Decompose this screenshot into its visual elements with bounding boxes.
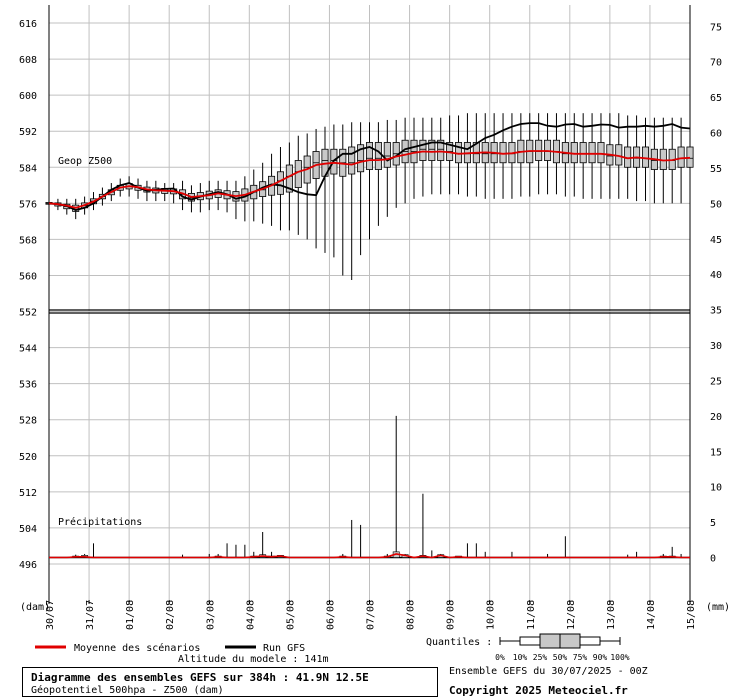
right-tick-label: 35 — [710, 306, 722, 317]
legend-run-label: Run GFS — [263, 643, 305, 654]
geop-box — [365, 142, 374, 170]
right-tick-label: 0 — [710, 554, 716, 565]
grid — [48, 5, 691, 600]
right-tick-label: 20 — [710, 412, 722, 423]
date-label: 09/08 — [446, 600, 457, 630]
geop-box — [570, 142, 578, 164]
right-tick-label: 55 — [710, 164, 722, 175]
copyright-label: Copyright 2025 Meteociel.fr — [449, 684, 628, 697]
geop-box — [641, 146, 650, 168]
date-label: 31/07 — [85, 600, 96, 630]
right-tick-label: 10 — [710, 483, 722, 494]
geop-box — [276, 171, 284, 195]
geop-box — [419, 139, 427, 161]
quantile-label: 100% — [610, 653, 629, 662]
series-lines — [48, 122, 691, 212]
date-label: 01/08 — [125, 600, 136, 630]
geop-box — [357, 144, 365, 173]
left-tick-label: 584 — [19, 163, 37, 174]
left-tick-label: 496 — [19, 560, 37, 571]
left-tick-label: 608 — [19, 55, 37, 66]
chart-subtitle: Géopotentiel 500hpa - Z500 (dam) — [31, 685, 224, 696]
precip-boxes — [49, 415, 691, 559]
geop-box — [428, 139, 436, 161]
geop-box — [348, 146, 356, 175]
quantile-label: 50% — [553, 653, 568, 662]
legend-quantiles-title: Quantiles : — [426, 637, 492, 648]
geop-box — [437, 139, 445, 161]
quantile-label: 0% — [495, 653, 505, 662]
left-tick-label: 600 — [19, 91, 37, 102]
left-tick-label: 592 — [19, 127, 37, 138]
left-tick-label: 568 — [19, 235, 37, 246]
date-label: 06/08 — [325, 600, 336, 630]
info-box: Diagramme des ensembles GEFS sur 384h : … — [22, 667, 438, 697]
left-tick-label: 528 — [19, 416, 37, 427]
mean-scenarios-line — [48, 150, 691, 209]
chart-title: Diagramme des ensembles GEFS sur 384h : … — [31, 671, 369, 684]
date-label: 05/08 — [285, 600, 296, 630]
quantile-label: 75% — [573, 653, 588, 662]
right-tick-label: 60 — [710, 129, 722, 140]
date-label: 12/08 — [566, 600, 577, 630]
date-label: 15/08 — [686, 600, 697, 630]
left-tick-label: 512 — [19, 488, 37, 499]
date-label: 13/08 — [606, 600, 617, 630]
left-tick-label: 520 — [19, 452, 37, 463]
legend: Moyenne des scénarios Run GFS Quantiles :0… — [35, 633, 630, 662]
date-label: 04/08 — [245, 600, 256, 630]
date-label: 08/08 — [406, 600, 417, 630]
quantile-label: 25% — [533, 653, 548, 662]
geop-box — [294, 160, 302, 188]
right-tick-label: 5 — [710, 518, 716, 529]
left-tick-label: 536 — [19, 380, 37, 391]
geop-box — [597, 142, 605, 164]
right-tick-label: 45 — [710, 235, 722, 246]
date-label: 11/08 — [526, 600, 537, 630]
right-tick-label: 30 — [710, 341, 722, 352]
right-tick-label: 65 — [710, 93, 722, 104]
quantile-label: 90% — [593, 653, 608, 662]
quantile-label: 10% — [513, 653, 528, 662]
date-label: 14/08 — [646, 600, 657, 630]
right-tick-label: 25 — [710, 376, 722, 387]
date-label: 07/08 — [366, 600, 377, 630]
geop-box — [499, 142, 507, 164]
axes — [48, 5, 691, 604]
right-tick-label: 40 — [710, 270, 722, 281]
legend-mean-label: Moyenne des scénarios — [74, 642, 200, 654]
left-tick-label: 504 — [19, 524, 37, 535]
right-tick-label: 15 — [710, 447, 722, 458]
left-tick-label: 576 — [19, 199, 37, 210]
geop-label: Geop Z500 — [58, 156, 112, 167]
date-label: 30/07 — [45, 600, 56, 630]
altitude-label: Altitude du modele : 141m — [178, 654, 329, 665]
geop-box — [677, 146, 685, 168]
right-unit-label: (mm) — [706, 602, 730, 613]
geop-box — [383, 142, 391, 168]
right-tick-label: 75 — [710, 22, 722, 33]
left-tick-label: 552 — [19, 308, 37, 319]
geop-box — [579, 142, 587, 164]
right-tick-label: 70 — [710, 58, 722, 69]
geop-box — [588, 142, 596, 164]
date-label: 03/08 — [205, 600, 216, 630]
date-label: 02/08 — [165, 600, 176, 630]
precip-label: Précipitations — [58, 516, 142, 528]
date-label: 10/08 — [486, 600, 497, 630]
geop-box — [374, 142, 382, 170]
right-tick-label: 50 — [710, 199, 722, 210]
left-tick-label: 616 — [19, 19, 37, 30]
run-label: Ensemble GEFS du 30/07/2025 - 00Z — [449, 666, 648, 677]
left-unit-label: (dam) — [20, 602, 50, 613]
left-tick-label: 560 — [19, 271, 37, 282]
left-tick-label: 544 — [19, 344, 37, 355]
precip-mean-line — [49, 553, 690, 559]
